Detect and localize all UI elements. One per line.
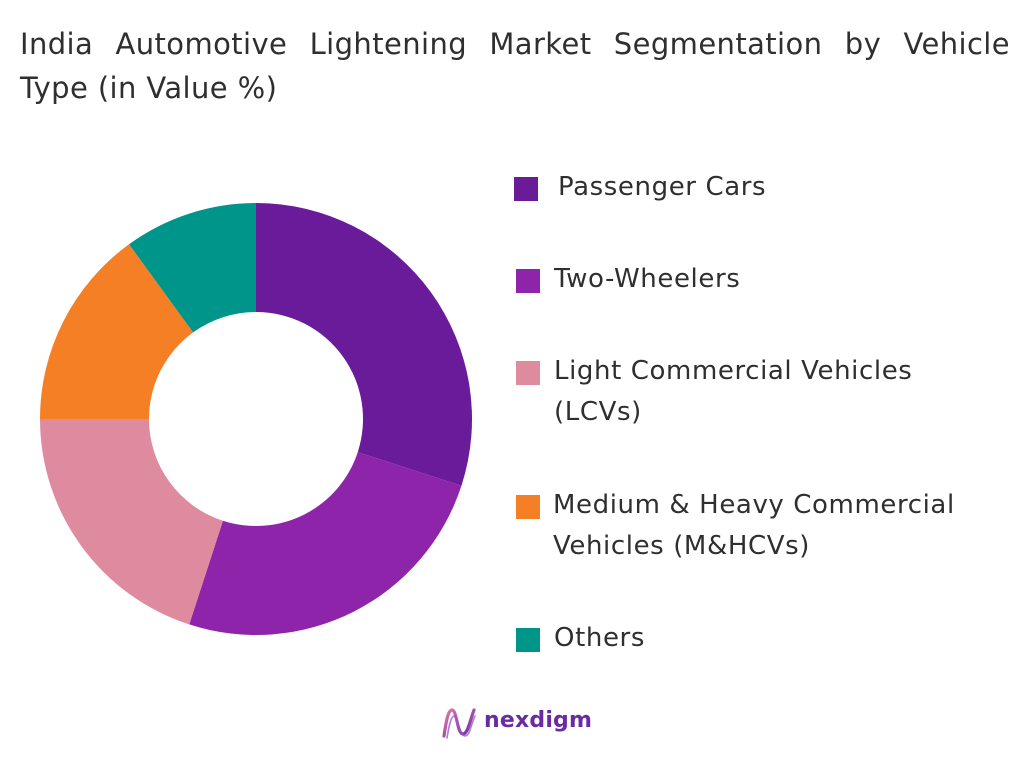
nexdigm-logo-text: nexdigm bbox=[484, 708, 593, 733]
legend-label: Light Commercial Vehicles (LCVs) bbox=[554, 356, 913, 427]
donut-slice-passenger-cars bbox=[256, 203, 473, 486]
donut-slice-medium-heavy-commercial-vehicles-m-hcvs bbox=[40, 244, 194, 419]
donut-slice-two-wheelers bbox=[189, 452, 462, 636]
legend-swatch bbox=[514, 177, 538, 201]
legend-label: Others bbox=[554, 623, 645, 653]
legend-swatch bbox=[516, 628, 540, 652]
nexdigm-logo: nexdigm bbox=[440, 704, 600, 744]
legend-swatch bbox=[516, 269, 540, 293]
nexdigm-logo-icon bbox=[442, 708, 476, 739]
chart-title: India Automotive Lightening Market Segme… bbox=[20, 27, 1010, 105]
legend-swatch bbox=[516, 495, 540, 519]
donut-slice-light-commercial-vehicles-lcvs bbox=[40, 419, 223, 625]
legend-label: Passenger Cars bbox=[558, 172, 767, 202]
legend-label: Medium & Heavy Commercial Vehicles (M&HC… bbox=[553, 490, 955, 561]
legend-swatch bbox=[516, 361, 540, 385]
legend-label: Two-Wheelers bbox=[554, 264, 741, 294]
donut-slice-others bbox=[129, 203, 256, 333]
